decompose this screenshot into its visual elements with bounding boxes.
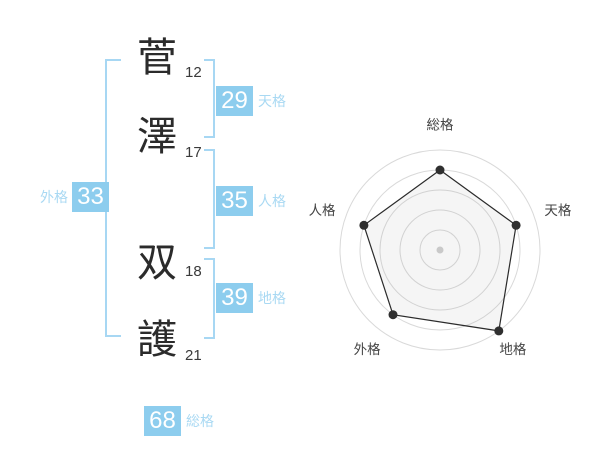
- stroke-count-4: 21: [185, 347, 202, 364]
- grid-ring: [379, 189, 501, 311]
- chikaku-score-box: 39: [216, 283, 253, 313]
- chikaku-label: 地格: [258, 290, 286, 306]
- stroke-count-3: 18: [185, 263, 202, 280]
- chikaku-bracket: [204, 258, 215, 339]
- data-point: [435, 165, 445, 175]
- jinkaku-label: 人格: [258, 193, 286, 209]
- tenkaku-bracket: [204, 59, 215, 138]
- grid-ring: [419, 229, 461, 271]
- tenkaku-label: 天格: [258, 93, 286, 109]
- name-char-1: 菅: [137, 36, 177, 80]
- grid-ring: [399, 209, 481, 291]
- gaikaku-score-box: 33: [72, 182, 109, 212]
- radar-chart-area: 総格天格地格 外格 人格: [290, 95, 600, 405]
- chart-axis-label: 総格: [427, 118, 454, 133]
- center-dot: [436, 246, 444, 254]
- soukaku-score-box: 68: [144, 406, 181, 436]
- stroke-count-1: 12: [185, 64, 202, 81]
- soukaku-label: 総格: [186, 413, 214, 429]
- data-point: [388, 310, 398, 320]
- grid-ring: [339, 149, 541, 351]
- name-char-4: 護: [137, 318, 177, 362]
- stroke-count-2: 17: [185, 144, 202, 161]
- data-point: [511, 220, 521, 230]
- jinkaku-score-box: 35: [216, 186, 253, 216]
- data-point: [494, 326, 504, 336]
- chart-axis-label: 地格: [499, 342, 527, 357]
- name-char-3: 双: [137, 241, 177, 285]
- name-char-2: 澤: [137, 115, 177, 159]
- gaikaku-label: 外格: [40, 189, 68, 205]
- data-point: [359, 220, 369, 230]
- chart-axis-label: 天格: [544, 203, 571, 218]
- chart-axis-label: 外格: [354, 342, 381, 357]
- chart-axis-label: 人格: [309, 203, 336, 218]
- tenkaku-score-box: 29: [216, 86, 253, 116]
- jinkaku-bracket: [204, 149, 215, 249]
